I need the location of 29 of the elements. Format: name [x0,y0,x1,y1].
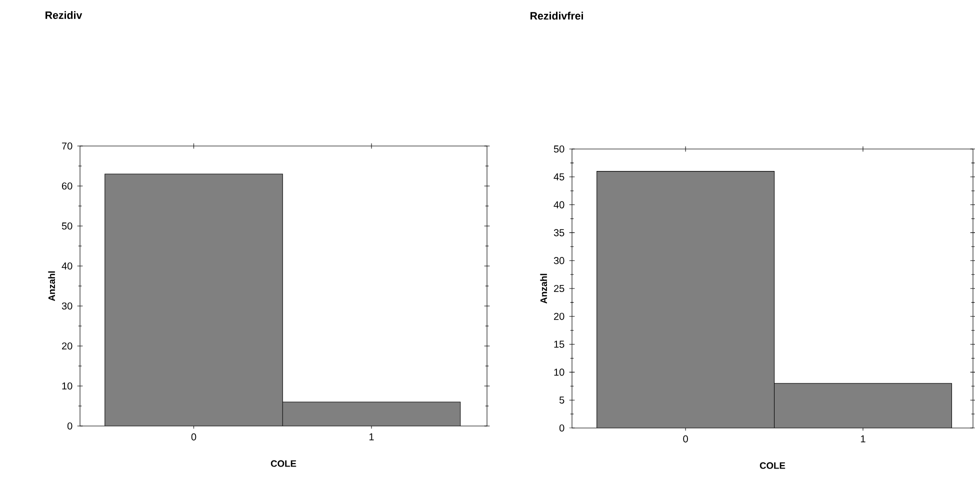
y-tick-label: 20 [554,312,564,320]
x-tick-label: 0 [683,435,688,442]
chart-title: Rezidiv [46,11,82,19]
y-tick-label: 15 [554,340,564,348]
y-tick-label: 0 [559,424,564,432]
y-tick-label: 30 [554,257,564,264]
x-tick-label: 1 [369,433,374,440]
y-tick-label: 30 [62,302,72,310]
y-tick-label: 70 [62,142,72,150]
y-tick-label: 0 [67,422,72,430]
y-tick-label: 10 [554,368,564,376]
y-tick-label: 50 [554,145,564,153]
y-tick-label: 10 [62,382,72,390]
y-tick-label: 20 [62,342,72,350]
y-tick-label: 5 [559,396,564,404]
y-axis-title: Anzahl [540,274,548,304]
y-tick-label: 40 [554,201,564,208]
y-tick-label: 25 [554,284,564,292]
x-tick-label: 0 [191,433,196,440]
y-tick-label: 35 [554,229,564,236]
x-axis-title: COLE [270,460,296,467]
chart-title: Rezidivfrei [530,12,583,20]
y-tick-label: 40 [62,262,72,270]
x-tick-label: 1 [860,435,866,442]
y-axis-title: Anzahl [48,271,56,302]
y-tick-label: 60 [62,182,72,190]
x-axis-title: COLE [760,462,786,469]
y-tick-label: 45 [554,173,564,180]
y-tick-label: 50 [62,222,72,230]
